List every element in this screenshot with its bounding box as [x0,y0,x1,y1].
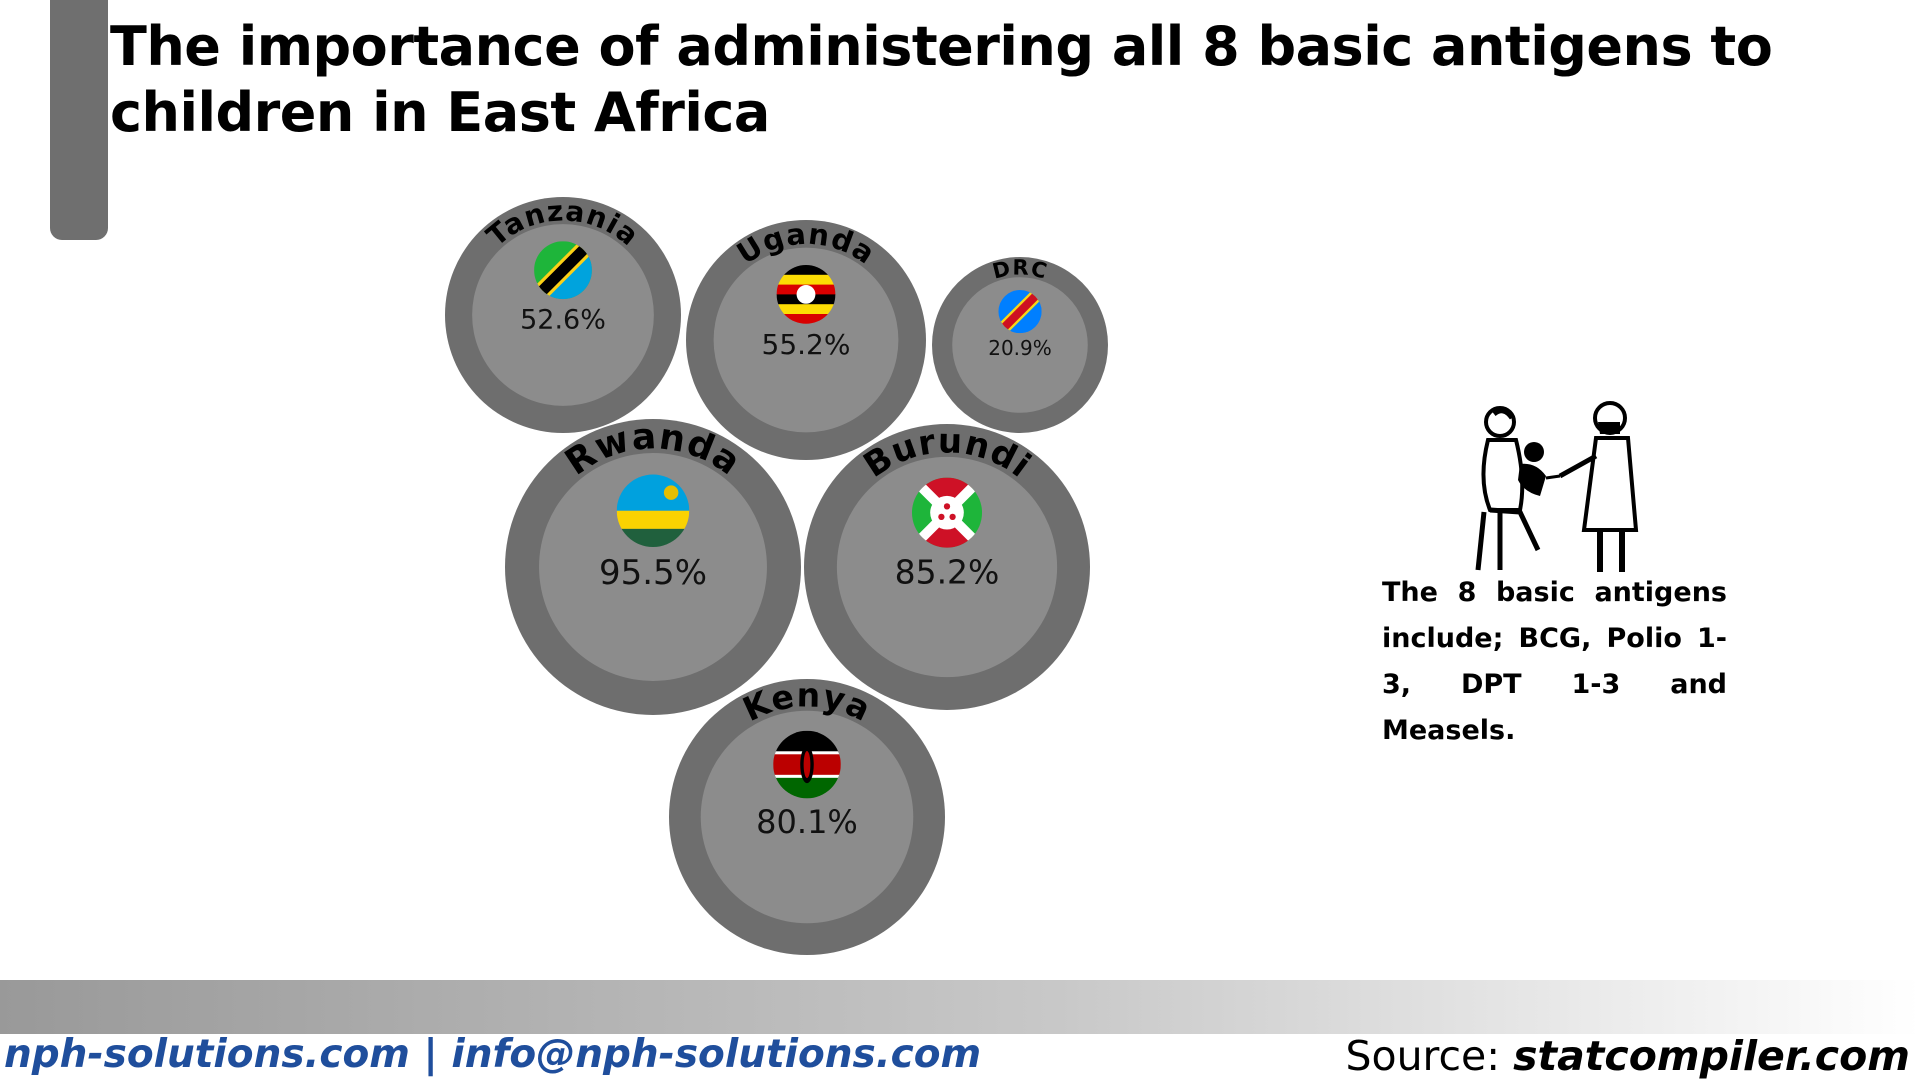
value-label-uganda: 55.2% [762,328,851,361]
footer-band [0,980,1920,1034]
bubble-inner-drc [952,277,1088,413]
flag-drc-icon [998,290,1042,334]
bubble-inner-burundi [836,456,1058,678]
flag-rwanda-icon [616,474,690,548]
source-prefix: Source: [1345,1032,1514,1080]
bubble-inner-rwanda [539,453,767,681]
flag-uganda-icon [776,265,836,324]
bubble-inner-uganda [713,247,899,433]
page-title: The importance of administering all 8 ba… [110,15,1773,144]
flag-kenya-icon [773,730,841,799]
bubble-inner-tanzania [472,224,654,406]
source-site[interactable]: statcompiler.com [1513,1032,1910,1080]
flag-burundi-icon [911,477,983,548]
bubble-drc: DRC 20.9% [932,255,1108,433]
value-label-kenya: 80.1% [756,803,858,841]
antigens-note: The 8 basic antigens include; BCG, Polio… [1382,577,1727,746]
value-label-drc: 20.9% [988,336,1052,360]
vaccination-icon [1475,401,1639,572]
footer-source: Source: statcompiler.com [1345,1032,1910,1080]
footer-contact[interactable]: nph-solutions.com | info@nph-solutions.c… [4,1032,982,1077]
title-accent-bar [50,0,108,240]
value-label-burundi: 85.2% [895,553,1000,592]
flag-tanzania-icon [534,241,592,300]
bubble-inner-kenya [700,710,914,924]
value-label-tanzania: 52.6% [520,304,606,335]
country-label-drc: DRC [990,255,1050,283]
value-label-rwanda: 95.5% [599,553,707,593]
